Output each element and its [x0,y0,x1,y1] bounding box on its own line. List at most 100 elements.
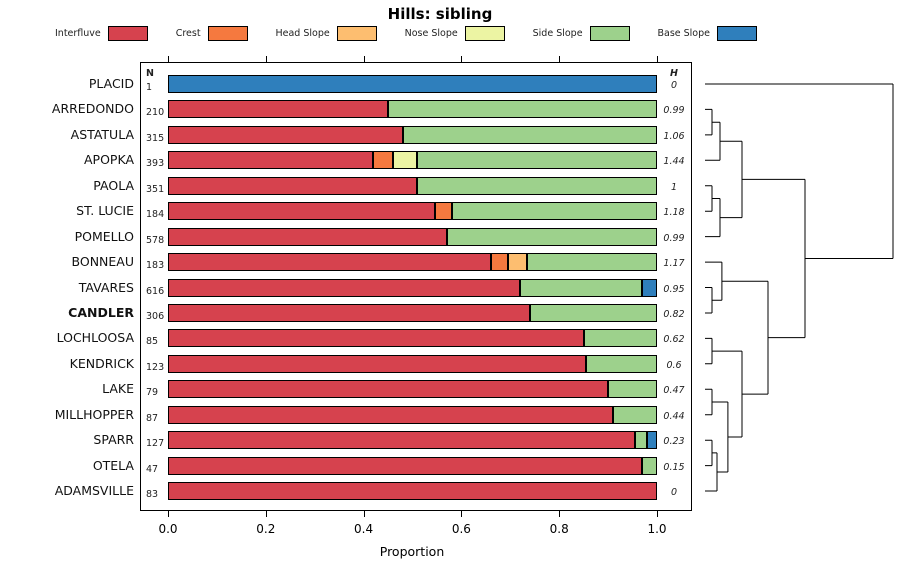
bar-segment-interfluve [168,405,613,424]
x-tick-bottom [363,511,365,517]
legend-label: Crest [175,28,201,39]
row-label: ADAMSVILLE [54,483,134,499]
x-tick-top [168,56,169,62]
bar-segment-interfluve [168,253,491,272]
x-tick-label: 0.4 [354,522,374,536]
h-value: 0.6 [666,359,682,371]
x-tick-bottom [657,511,658,517]
h-value: 0.23 [663,436,685,448]
x-tick-label: 0.6 [451,522,471,536]
n-value: 85 [146,336,159,348]
n-column-header: N [146,68,154,79]
bar-segment-interfluve [168,329,584,348]
legend-item-head-slope: Head Slope [275,26,377,41]
x-tick-top [657,56,658,62]
legend-label: Head Slope [275,28,330,39]
n-value: 210 [146,107,165,119]
bar-segment-interfluve [168,100,389,119]
bar-segment-side-slope [583,329,657,348]
bar-segment-interfluve [168,227,447,246]
n-value: 47 [146,463,159,475]
legend-swatch [107,26,148,41]
n-value: 616 [146,285,165,297]
legend-item-crest: Crest [176,26,248,41]
bar-segment-side-slope [586,354,657,373]
bar-segment-base-slope [647,431,657,450]
legend-label: Side Slope [532,28,583,39]
x-tick-label: 0.2 [256,522,276,536]
legend-item-side-slope: Side Slope [533,26,630,41]
bar-segment-interfluve [168,456,643,475]
row-label: POMELLO [74,228,134,244]
row-label: BONNEAU [71,254,135,270]
h-value: 1.17 [663,258,685,270]
h-value: 0.82 [663,308,685,320]
bar-segment-side-slope [612,405,657,424]
bar-segment-side-slope [402,125,657,144]
n-value: 83 [146,489,159,501]
row-label: SPARR [93,432,134,448]
bar-segment-side-slope [642,456,657,475]
bar-segment-base-slope [642,278,657,297]
bar-segment-crest [490,253,508,272]
x-tick-top [265,56,267,62]
h-value: 1.44 [663,156,685,168]
legend-label: Base Slope [657,28,710,39]
bar-segment-side-slope [417,176,657,195]
bar-segment-interfluve [168,431,635,450]
bar-segment-interfluve [168,303,530,322]
n-value: 79 [146,387,159,399]
n-value: 315 [146,132,165,144]
row-label: LOCHLOOSA [56,330,134,346]
x-axis-title: Proportion [379,544,445,559]
h-value: 0.15 [663,461,685,473]
h-value: 0.44 [663,410,685,422]
h-value: 0.95 [663,283,685,295]
legend: Interfluve Crest Head Slope Nose Slope Side … [55,26,757,41]
n-value: 87 [146,412,159,424]
bar-segment-interfluve [168,151,374,170]
row-label: MILLHOPPER [54,406,134,422]
n-value: 184 [146,209,165,221]
row-label: APOPKA [84,152,134,168]
h-value: 1.06 [663,130,685,142]
bar-segment-side-slope [634,431,648,450]
bar-segment-head-slope [507,253,528,272]
x-tick-bottom [461,511,463,517]
x-tick-bottom [168,511,169,517]
bar-segment-interfluve [168,380,609,399]
x-tick-top [363,56,365,62]
n-value: 1 [146,82,153,93]
bar-segment-interfluve [168,278,521,297]
h-value: 0 [670,80,678,91]
x-tick-bottom [265,511,267,517]
bar-segment-nose-slope [392,151,418,170]
row-label: ARREDONDO [51,101,134,117]
row-label: KENDRICK [69,355,134,371]
h-value: 0 [670,487,678,499]
x-tick-label: 0.0 [158,522,178,536]
bar-segment-side-slope [608,380,657,399]
n-value: 578 [146,234,165,246]
n-value: 306 [146,310,165,322]
bar-segment-crest [434,202,452,221]
bar-segment-interfluve [168,482,657,501]
x-tick-label: 1.0 [647,522,667,536]
legend-swatch [207,26,248,41]
legend-swatch [464,26,505,41]
legend-item-interfluve: Interfluve [55,26,148,41]
legend-item-base-slope: Base Slope [657,26,757,41]
row-label: TAVARES [78,279,134,295]
legend-swatch [589,26,630,41]
h-value: 0.99 [663,105,685,117]
x-tick-label: 0.8 [549,522,569,536]
h-value: 0.62 [663,334,685,346]
bar-segment-side-slope [529,303,657,322]
n-value: 183 [146,260,165,272]
legend-item-nose-slope: Nose Slope [405,26,505,41]
row-label: LAKE [102,381,134,397]
x-tick-top [461,56,463,62]
legend-label: Interfluve [55,28,101,39]
n-value: 123 [146,361,165,373]
